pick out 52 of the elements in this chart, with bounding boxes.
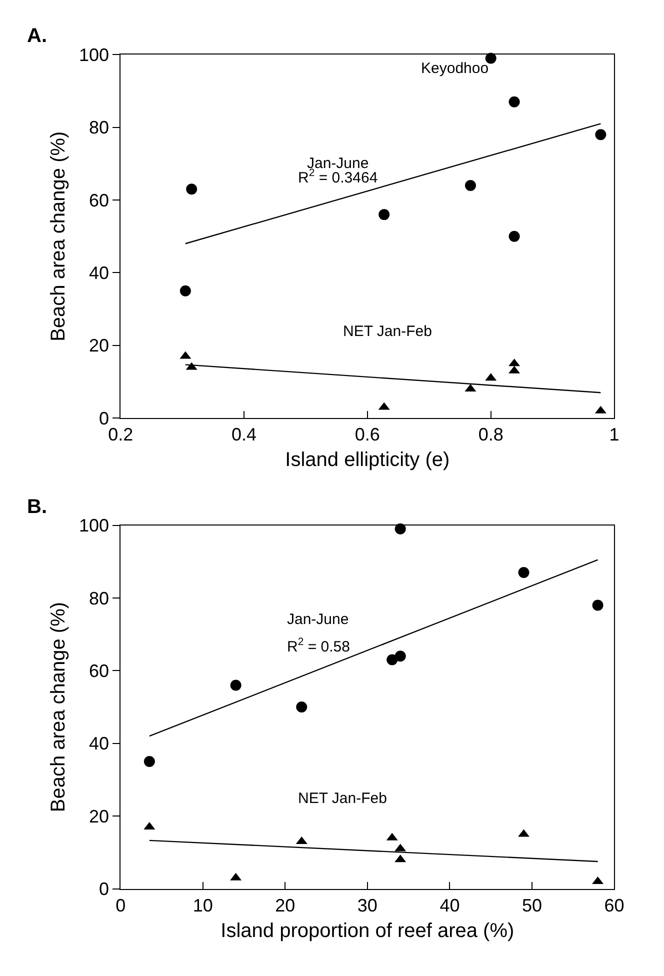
x-tick-label: 20 xyxy=(275,895,296,916)
y-tick-label: 60 xyxy=(89,190,110,210)
point xyxy=(485,52,496,64)
x-axis-title: Island ellipticity (e) xyxy=(285,449,450,472)
annotation: Jan-June xyxy=(287,611,349,628)
point xyxy=(518,567,530,578)
point xyxy=(230,680,242,691)
point xyxy=(464,180,476,191)
point xyxy=(378,209,390,220)
point xyxy=(508,96,520,108)
y-tick-label: 20 xyxy=(89,806,110,826)
y-tick-label: 40 xyxy=(89,734,110,754)
chart-title: A. xyxy=(27,25,47,47)
x-tick-label: 10 xyxy=(192,895,213,916)
x-tick-label: 30 xyxy=(357,895,378,916)
y-tick-label: 40 xyxy=(89,263,110,284)
y-tick-label: 100 xyxy=(78,516,110,536)
point xyxy=(296,702,308,713)
x-axis-title: Island proportion of reef area (%) xyxy=(220,920,514,942)
y-axis-title: Beach area change (%) xyxy=(47,602,70,812)
y-tick-label: 100 xyxy=(78,44,110,65)
y-axis-title: Beach area change (%) xyxy=(47,131,70,342)
point xyxy=(394,523,406,534)
y-tick-label: 80 xyxy=(89,588,110,608)
y-tick-label: 20 xyxy=(89,336,110,356)
annotation: R$^{2}$ = 0.3464 xyxy=(298,167,378,186)
y-tick-label: 60 xyxy=(89,660,110,681)
x-tick-label: 40 xyxy=(440,895,460,916)
y-tick-label: 0 xyxy=(99,408,110,428)
x-tick-label: 60 xyxy=(604,895,624,916)
chart-title: B. xyxy=(27,496,47,518)
x-tick-label: 0.6 xyxy=(354,424,380,445)
point xyxy=(144,756,155,768)
annotation: Keyodhoo xyxy=(421,60,489,77)
point xyxy=(595,129,606,140)
x-tick-label: 0.8 xyxy=(478,424,504,445)
x-tick-label: 0.4 xyxy=(232,424,257,445)
x-tick-label: 0 xyxy=(116,895,126,916)
annotation: NET Jan-Feb xyxy=(343,323,432,340)
y-tick-label: 0 xyxy=(99,879,110,900)
x-tick-label: 1 xyxy=(609,424,620,445)
x-tick-label: 50 xyxy=(522,895,542,916)
point xyxy=(180,285,191,296)
annotation: NET Jan-Feb xyxy=(298,790,387,807)
point xyxy=(508,230,520,242)
point xyxy=(186,184,198,195)
annotation: R$^{2}$ = 0.58 xyxy=(287,636,350,656)
x-tick-label: 0.2 xyxy=(108,424,134,445)
point xyxy=(386,654,398,666)
point xyxy=(394,650,406,662)
point xyxy=(592,600,604,611)
y-tick-label: 80 xyxy=(89,118,110,138)
